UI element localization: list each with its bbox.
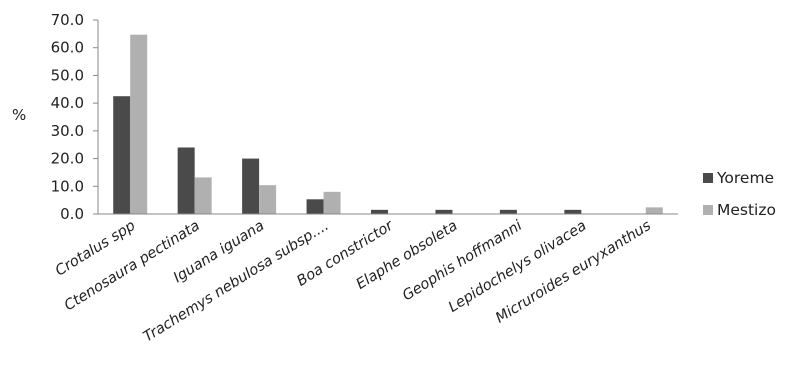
bar-mestizo xyxy=(130,34,148,215)
bar-yoreme xyxy=(306,199,324,214)
y-tick-label: 20.0 xyxy=(51,150,84,168)
bar-yoreme xyxy=(242,158,260,214)
y-tick-label: 40.0 xyxy=(51,94,84,112)
bar-mestizo xyxy=(194,177,212,214)
bar-yoreme xyxy=(371,209,388,214)
bar-mestizo xyxy=(323,191,341,214)
y-tick-label: 60.0 xyxy=(51,39,84,57)
bar-yoreme xyxy=(113,96,131,214)
bars xyxy=(113,34,663,215)
y-tick-label: 30.0 xyxy=(51,122,84,140)
bar-yoreme xyxy=(564,209,582,214)
legend-label-mestizo: Mestizo xyxy=(717,201,776,219)
legend-label-yoreme: Yoreme xyxy=(716,169,774,187)
y-tick-label: 70.0 xyxy=(51,11,84,29)
y-axis-label: % xyxy=(12,106,26,124)
y-tick-labels: 0.0 10.0 20.0 30.0 40.0 50.0 60.0 70.0 xyxy=(51,11,84,223)
bar-yoreme xyxy=(499,209,517,214)
legend-swatch-yoreme xyxy=(703,173,713,183)
bar-yoreme xyxy=(435,209,453,214)
legend-swatch-mestizo xyxy=(703,205,713,215)
legend: Yoreme Mestizo xyxy=(703,169,776,219)
bar-mestizo xyxy=(645,207,663,214)
bar-yoreme xyxy=(177,147,195,214)
bar-mestizo xyxy=(259,185,277,214)
y-tick-label: 50.0 xyxy=(51,66,84,84)
y-tick-label: 10.0 xyxy=(51,177,84,195)
y-tick-label: 0.0 xyxy=(60,205,84,223)
y-axis xyxy=(93,19,99,215)
